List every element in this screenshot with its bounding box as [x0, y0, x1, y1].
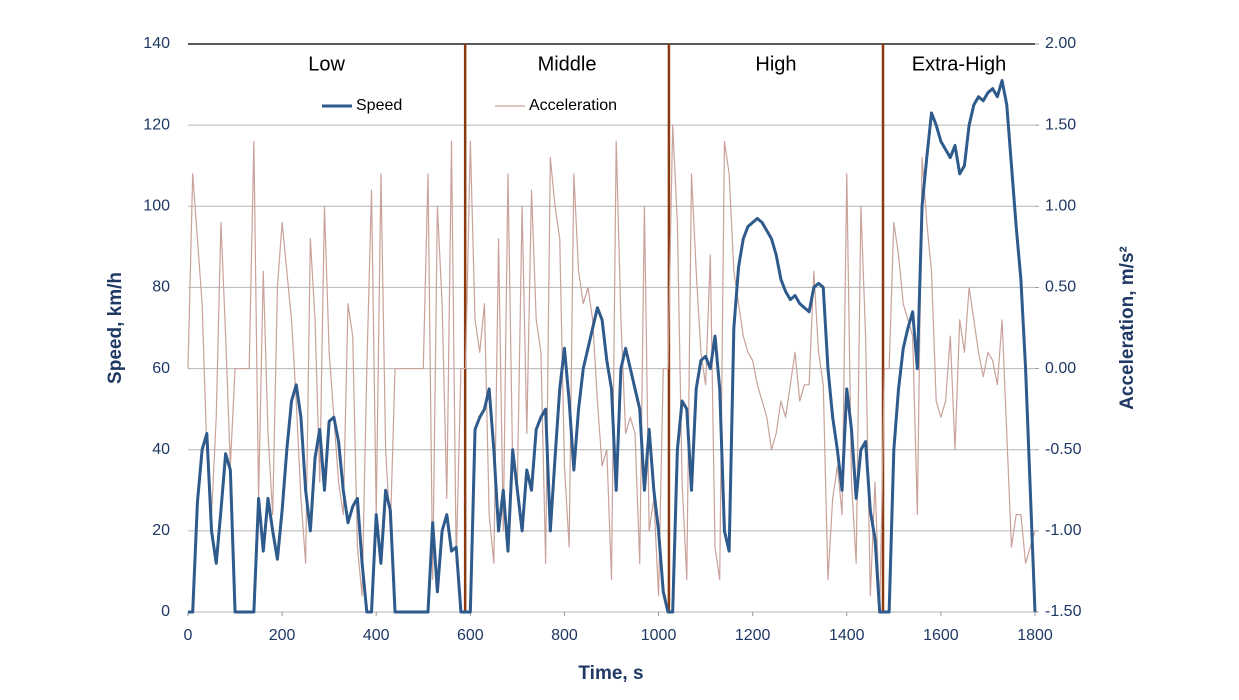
y2-tick-label: 2.00	[1045, 35, 1076, 52]
x-tick-label: 0	[184, 627, 193, 644]
y-tick-label: 120	[143, 116, 170, 133]
y2-tick-label: -1.00	[1045, 522, 1082, 539]
phase-label: Middle	[538, 53, 597, 75]
legend-label: Acceleration	[529, 97, 617, 114]
y-axis-title: Speed, km/h	[105, 272, 126, 384]
y2-tick-label: 1.50	[1045, 116, 1076, 133]
x-axis-title: Time, s	[578, 663, 643, 684]
y2-tick-label: 0.50	[1045, 279, 1076, 296]
x-tick-label: 1800	[1017, 627, 1053, 644]
y-tick-label: 140	[143, 35, 170, 52]
x-tick-label: 800	[551, 627, 578, 644]
x-tick-label: 1000	[641, 627, 677, 644]
y2-tick-label: -0.50	[1045, 441, 1082, 458]
y-tick-label: 0	[161, 603, 170, 620]
y2-axis-title: Acceleration, m/s²	[1117, 246, 1138, 410]
phase-label: High	[755, 53, 796, 75]
phase-label: Extra-High	[912, 53, 1006, 75]
phase-label: Low	[308, 53, 345, 75]
x-tick-label: 1600	[923, 627, 959, 644]
y-tick-label: 80	[152, 279, 170, 296]
y-tick-label: 100	[143, 198, 170, 215]
series-line	[187, 124, 1036, 613]
x-tick-label: 400	[363, 627, 390, 644]
legend-label: Speed	[356, 97, 402, 114]
x-tick-label: 600	[457, 627, 484, 644]
x-tick-label: 1400	[829, 627, 865, 644]
x-tick-label: 1200	[735, 627, 771, 644]
y2-tick-label: 0.00	[1045, 360, 1076, 377]
series-line	[188, 79, 1037, 614]
y-tick-label: 40	[152, 441, 170, 458]
y2-tick-label: -1.50	[1045, 603, 1082, 620]
y-tick-label: 20	[152, 522, 170, 539]
x-tick-label: 200	[269, 627, 296, 644]
y2-tick-label: 1.00	[1045, 198, 1076, 215]
y-tick-label: 60	[152, 360, 170, 377]
